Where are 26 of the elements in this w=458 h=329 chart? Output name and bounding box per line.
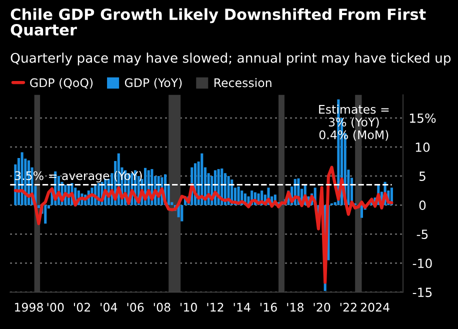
legend-label: GDP (QoQ) bbox=[30, 78, 93, 89]
x-tick-label: '04 bbox=[100, 302, 118, 312]
x-tick-label: '12 bbox=[207, 302, 224, 312]
y-tick-label: 5 bbox=[419, 172, 426, 181]
x-tick-label: 2024 bbox=[360, 302, 390, 312]
x-tick-label: '08 bbox=[154, 302, 170, 312]
legend-label: Recession bbox=[214, 78, 272, 88]
x-tick-label: '16 bbox=[260, 302, 277, 312]
x-tick-label: '06 bbox=[127, 302, 144, 312]
x-tick-label: '20 bbox=[314, 302, 330, 312]
y-tick-label: 10 bbox=[416, 142, 430, 152]
y-tick-label: 15% bbox=[410, 113, 436, 123]
chart-subtitle: Quarterly pace may have slowed; annual print may have ticked up bbox=[10, 52, 451, 66]
x-tick-label: '02 bbox=[74, 302, 90, 312]
x-tick-label: '00 bbox=[47, 302, 64, 312]
chart-title: Chile GDP Growth Likely Downshifted From First Quarter bbox=[10, 8, 426, 38]
x-tick-label: '18 bbox=[287, 302, 304, 312]
x-tick-label: '14 bbox=[234, 302, 250, 312]
y-tick-label: 0 bbox=[419, 200, 426, 210]
y-tick-label: -5 bbox=[416, 230, 428, 240]
y-tick-label: -15 bbox=[412, 288, 432, 298]
y-tick-label: -10 bbox=[412, 258, 432, 268]
legend-label: GDP (YoY) bbox=[124, 78, 182, 89]
x-tick-label: '10 bbox=[180, 302, 197, 312]
x-tick-label: 1998 bbox=[15, 302, 43, 312]
x-tick-label: '22 bbox=[340, 302, 356, 312]
